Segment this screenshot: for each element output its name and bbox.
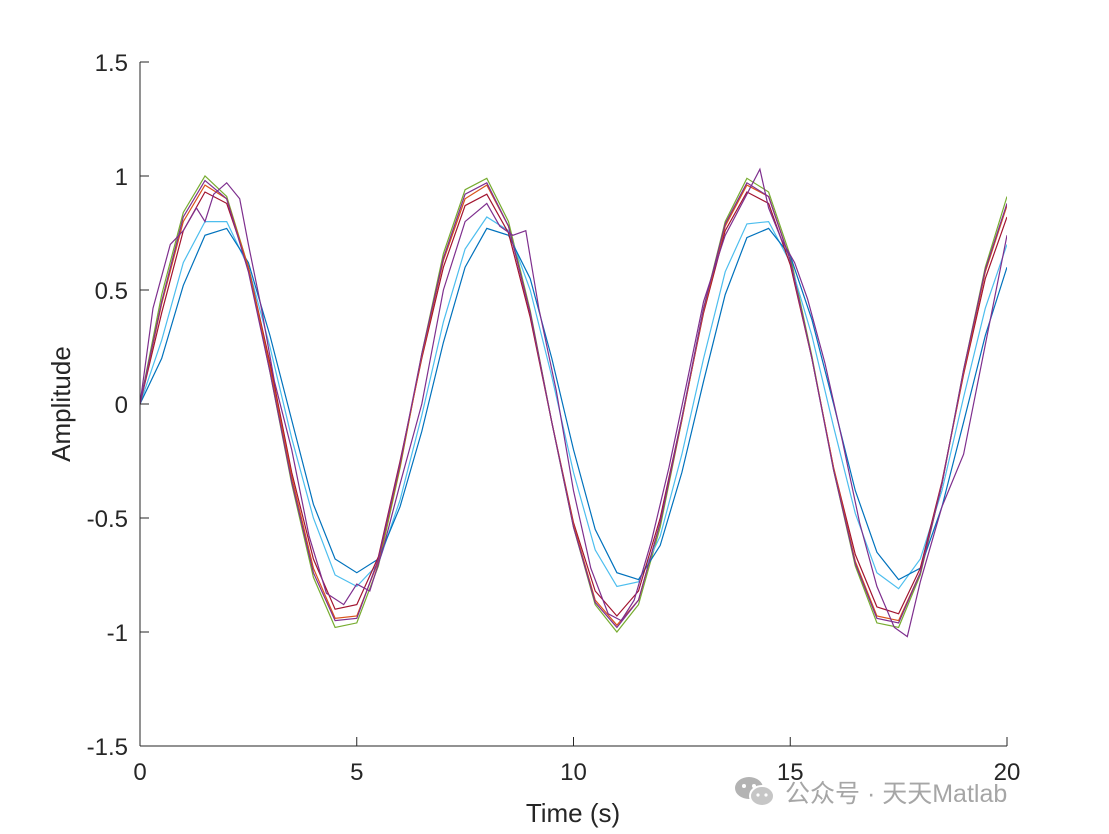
axes [139, 61, 1008, 747]
series-line-2 [140, 216, 1007, 590]
y-tick-label: 1.5 [95, 50, 128, 77]
wechat-icon [735, 777, 775, 807]
x-tick-label: 20 [994, 759, 1021, 786]
x-tick-label: 5 [350, 759, 363, 786]
x-tick-label: 10 [560, 759, 587, 786]
x-axis-title: Time (s) [526, 798, 620, 828]
y-tick-label: -1.5 [87, 734, 128, 761]
y-tick-label: 0.5 [95, 278, 128, 305]
watermark-text: 公众号 · 天天Matlab [785, 780, 1008, 808]
y-tick-label: -0.5 [87, 506, 128, 533]
x-tick-label: 0 [133, 759, 146, 786]
x-tick-label: 15 [777, 759, 804, 786]
tick-labels: 0 5 10 15 20 -1.5 -1 -0.5 0 0.5 1 1.5 [87, 50, 1021, 786]
y-axis-title: Amplitude [46, 346, 76, 462]
series-line-3 [140, 227, 1007, 581]
series-layer [140, 167, 1007, 638]
y-tick-label: 0 [115, 392, 128, 419]
series-line-7 [140, 179, 1007, 629]
series-line-5 [140, 184, 1007, 627]
series-line-6 [140, 167, 1007, 638]
series-line-1 [140, 175, 1007, 633]
watermark: 公众号 · 天天Matlab [733, 772, 1007, 812]
y-tick-label: -1 [107, 620, 128, 647]
y-tick-label: 1 [115, 164, 128, 191]
